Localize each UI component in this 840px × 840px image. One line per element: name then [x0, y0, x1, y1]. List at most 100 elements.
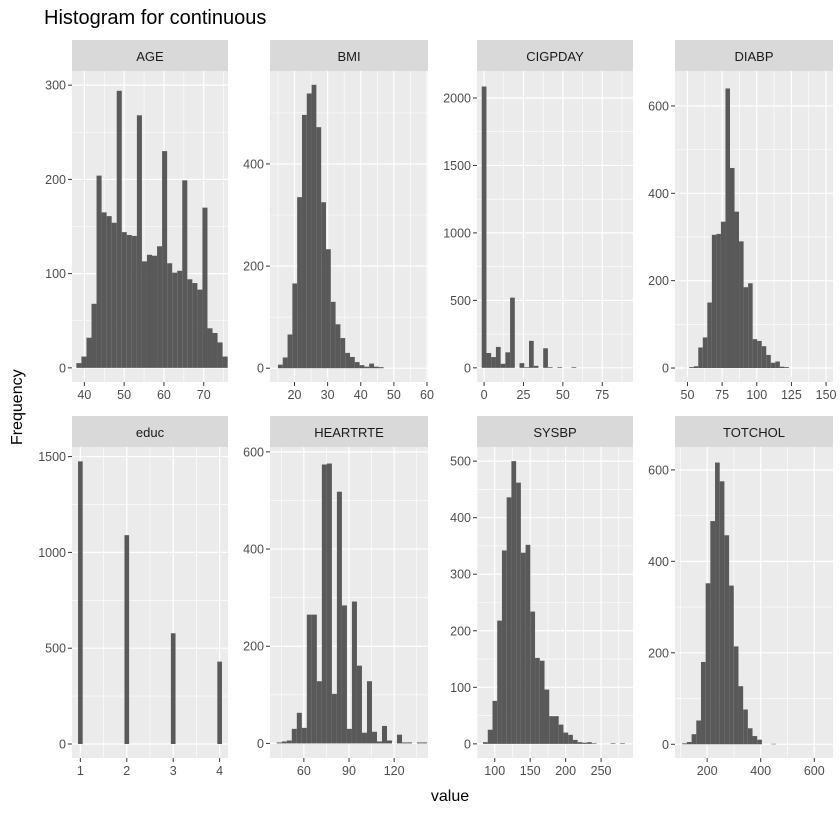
histogram-bar — [187, 279, 193, 368]
histogram-bar — [720, 221, 726, 369]
histogram-bar — [757, 340, 762, 369]
histogram-bar — [497, 620, 502, 744]
histogram-bar — [291, 728, 297, 744]
facet-strip-label: DIABP — [734, 49, 773, 64]
histogram-bar — [495, 346, 501, 368]
histogram-bar — [321, 464, 327, 744]
y-tick-label: 1000 — [443, 226, 471, 240]
histogram-bar — [577, 742, 583, 744]
histogram-bar — [486, 352, 492, 368]
histogram-bar — [779, 366, 785, 369]
histogram-bar — [481, 86, 487, 368]
y-tick-label: 300 — [450, 568, 471, 582]
histogram-bar — [696, 720, 701, 745]
histogram-bar — [172, 272, 178, 368]
histogram-bar — [705, 583, 711, 745]
y-tick-label: 0 — [257, 362, 264, 376]
histogram-bar — [568, 734, 573, 744]
histogram-bar — [361, 732, 367, 744]
panel-educ: educ 1 2 3 4 0 500 1000 1500 — [38, 416, 228, 778]
x-tick-label: 250 — [591, 764, 612, 778]
histogram-bar — [217, 342, 223, 368]
histogram-bar — [157, 246, 163, 368]
histogram-bar — [535, 657, 540, 744]
histogram-bar — [700, 661, 706, 745]
y-tick-label: 600 — [243, 445, 264, 459]
histogram-bar — [96, 175, 102, 368]
histogram-bar — [111, 222, 117, 368]
x-tick-label: 70 — [197, 388, 211, 402]
y-tick-label: 600 — [648, 99, 669, 113]
histogram-bar — [620, 743, 625, 744]
histogram-bar — [306, 93, 312, 369]
histogram-bar — [715, 462, 720, 745]
y-tick-label: 200 — [45, 173, 66, 187]
chart-title: Histogram for continuous — [44, 7, 267, 29]
y-tick-label: 100 — [45, 267, 66, 281]
histogram-bar — [306, 614, 312, 744]
facet-strip-label: BMI — [337, 49, 360, 64]
histogram-bar — [407, 742, 413, 744]
histogram-bar — [286, 740, 292, 744]
histogram-bar — [729, 585, 734, 745]
x-tick-label: 3 — [170, 764, 177, 778]
histogram-bar — [101, 212, 107, 368]
y-tick-label: 200 — [243, 260, 264, 274]
histogram-bar — [766, 354, 771, 369]
y-tick-label: 0 — [464, 737, 471, 751]
histogram-bar — [349, 356, 355, 369]
histogram-bar — [81, 356, 87, 368]
histogram-bar — [752, 736, 758, 745]
y-tick-label: 200 — [648, 274, 669, 288]
panel-sysbp: SYSBP 100 150 200 250 0 100 200 300 400 500 — [450, 416, 633, 778]
x-tick-label: 25 — [517, 388, 531, 402]
x-tick-label: 20 — [288, 388, 302, 402]
histogram-bar — [116, 90, 122, 368]
histogram-bar — [734, 211, 740, 369]
histogram-bar — [354, 362, 360, 369]
x-tick-label: 600 — [804, 764, 825, 778]
x-tick-label: 60 — [297, 764, 311, 778]
histogram-bar — [563, 732, 569, 744]
histogram-bar — [719, 481, 725, 745]
histogram-bar — [582, 742, 588, 744]
y-tick-label: 100 — [450, 681, 471, 695]
histogram-bar — [162, 151, 168, 368]
histogram-bar — [693, 366, 699, 369]
histogram-bar — [276, 742, 282, 744]
y-tick-label: 0 — [59, 738, 66, 752]
histogram-bar — [340, 338, 346, 369]
histogram-bar — [520, 552, 526, 744]
histogram-bar — [572, 739, 578, 744]
histogram-bar — [711, 234, 717, 369]
panel-age: AGE 40 50 60 70 0 100 200 300 — [45, 40, 228, 402]
histogram-bar — [91, 303, 97, 368]
x-tick-label: 120 — [384, 764, 405, 778]
histogram-bar — [331, 693, 337, 744]
histogram-bar — [530, 611, 536, 744]
histogram-bar — [374, 366, 379, 369]
x-tick-label: 400 — [750, 764, 771, 778]
panel-background — [675, 447, 833, 758]
y-tick-label: 1500 — [38, 450, 66, 464]
y-tick-label: 1000 — [38, 546, 66, 560]
histogram-bar — [691, 734, 697, 745]
histogram-bar — [702, 337, 708, 369]
histogram-bar — [106, 216, 112, 368]
histogram-bar — [86, 337, 92, 368]
x-tick-label: 100 — [746, 388, 767, 402]
histogram-bar — [491, 357, 496, 368]
y-tick-label: 0 — [662, 738, 669, 752]
histogram-bar — [277, 364, 283, 369]
histogram-bar — [748, 283, 753, 369]
x-tick-label: 75 — [715, 388, 729, 402]
y-tick-label: 400 — [243, 157, 264, 171]
histogram-bar — [202, 207, 208, 368]
y-tick-label: 400 — [450, 511, 471, 525]
histogram-bar — [686, 741, 692, 745]
histogram-bar — [217, 661, 222, 745]
histogram-bar — [131, 235, 137, 368]
histogram-bar — [325, 249, 331, 369]
y-tick-label: 0 — [662, 362, 669, 376]
